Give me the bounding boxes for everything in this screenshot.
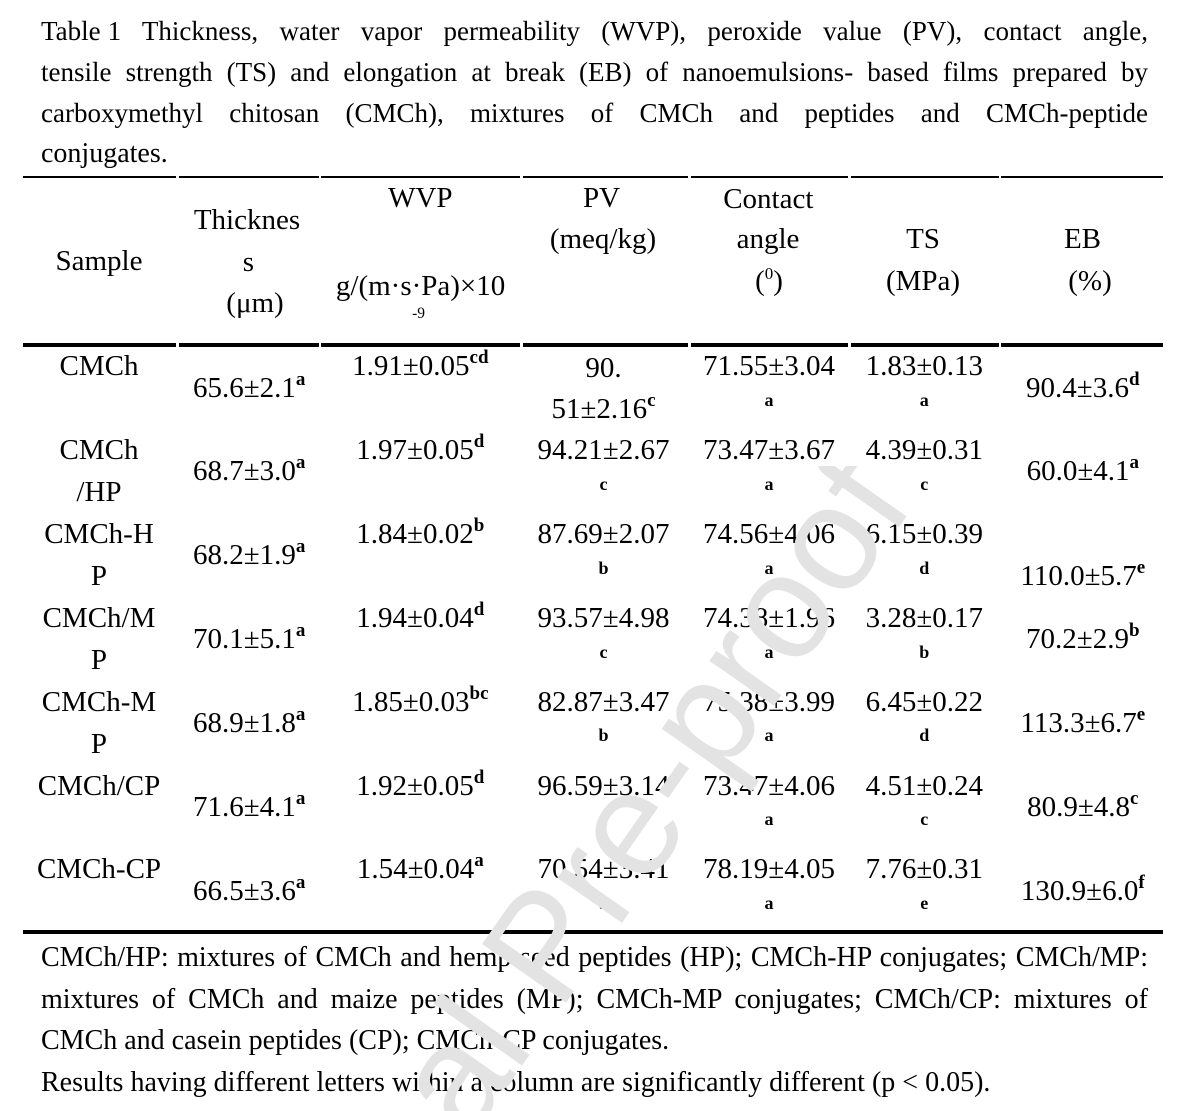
svg-text:Journal Pre-proof: Journal Pre-proof [144,426,941,1111]
